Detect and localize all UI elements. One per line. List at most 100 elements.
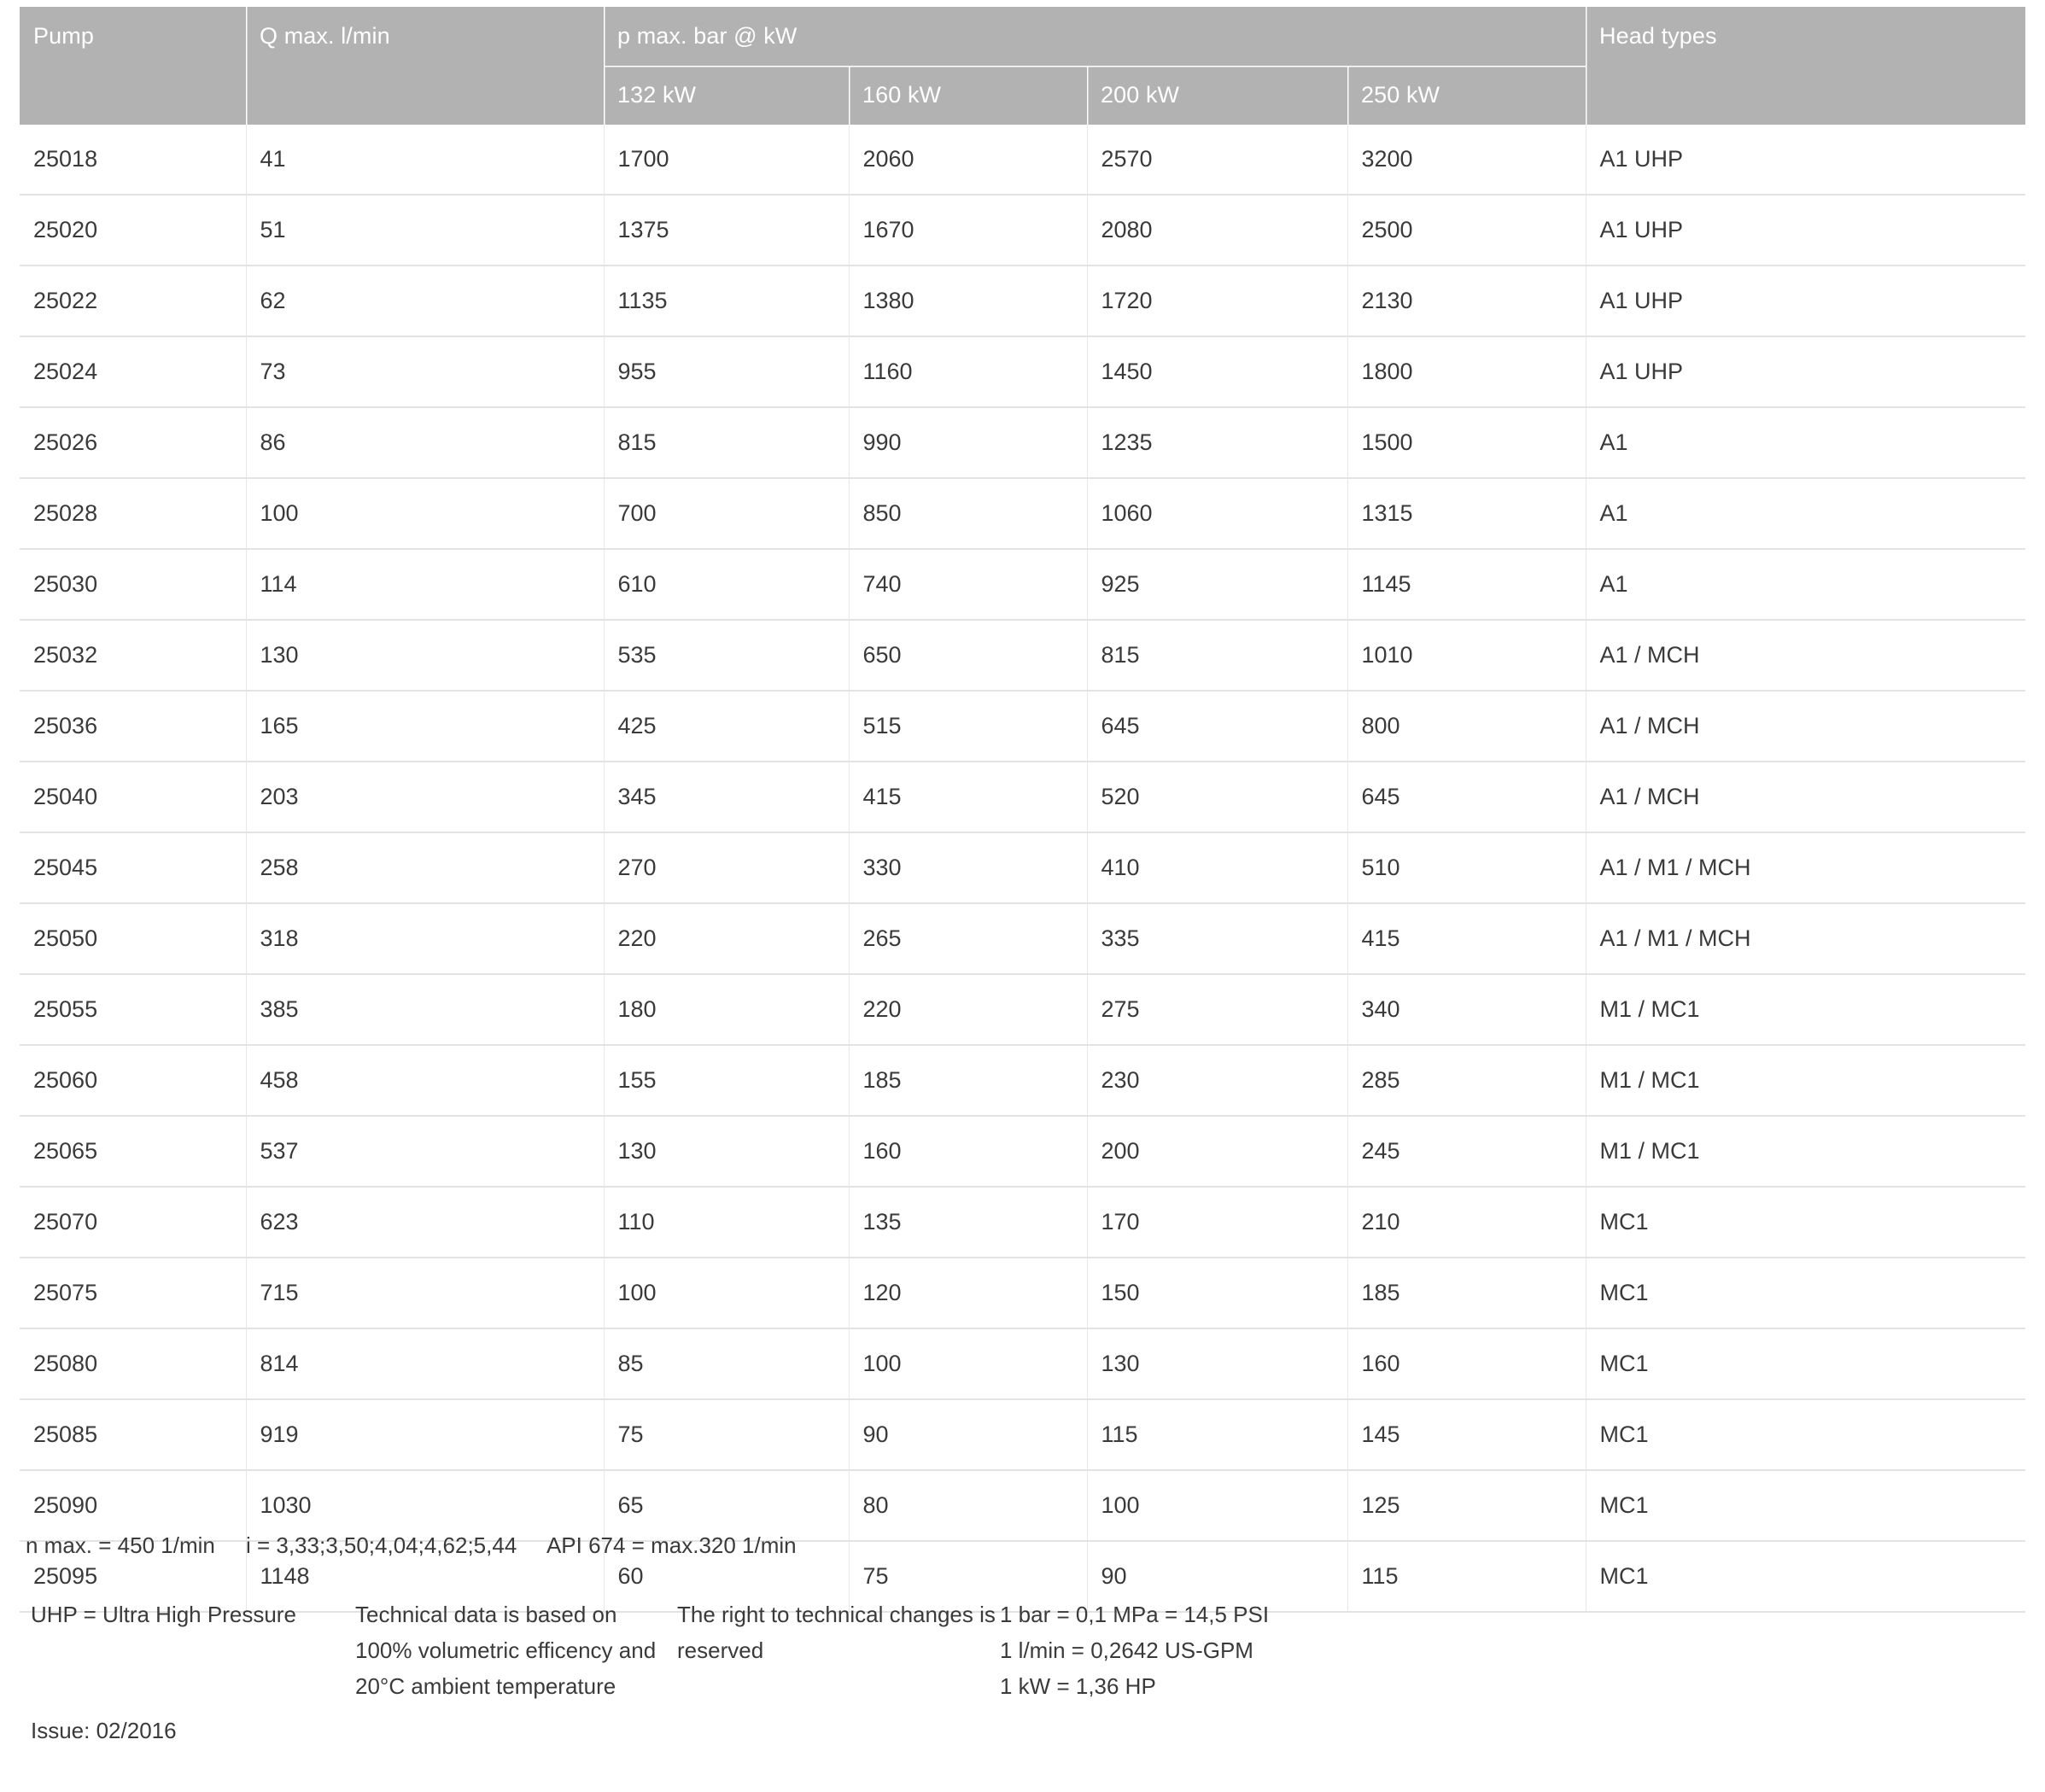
cell-pmax-200kw: 925: [1086, 548, 1347, 620]
issue-date: Issue: 02/2016: [31, 1718, 177, 1743]
cell-pmax-200kw: 275: [1086, 973, 1347, 1045]
cell-head-type: MC1: [1585, 1540, 2026, 1613]
cell-q-max: 919: [245, 1398, 604, 1470]
cell-pmax-160kw: 415: [848, 761, 1087, 832]
cell-pmax-132kw: 155: [603, 1044, 849, 1116]
table-row: 25060 458 155 185 230 285 M1 / MC1: [20, 1044, 2026, 1116]
cell-pmax-160kw: 185: [848, 1044, 1087, 1116]
cell-pmax-250kw: 1315: [1347, 477, 1586, 549]
cell-pmax-200kw: 100: [1086, 1469, 1347, 1541]
cell-pmax-160kw: 220: [848, 973, 1087, 1045]
table-row: 25020 51 1375 1670 2080 2500 A1 UHP: [20, 194, 2026, 266]
table-row: 25026 86 815 990 1235 1500 A1: [20, 406, 2026, 478]
cell-q-max: 814: [245, 1328, 604, 1399]
cell-pmax-132kw: 75: [603, 1398, 849, 1470]
cell-q-max: 100: [245, 477, 604, 549]
cell-pmax-160kw: 80: [848, 1469, 1087, 1541]
cell-pmax-132kw: 610: [603, 548, 849, 620]
cell-pmax-200kw: 335: [1086, 902, 1347, 974]
cell-head-type: A1 / MCH: [1585, 761, 2026, 832]
cell-pmax-200kw: 815: [1086, 619, 1347, 691]
column-header-kw-250: 250 kW: [1347, 66, 1586, 125]
cell-pmax-132kw: 100: [603, 1257, 849, 1328]
cell-pmax-200kw: 150: [1086, 1257, 1347, 1328]
note-operating-specs: n max. = 450 1/min i = 3,33;3,50;4,04;4,…: [26, 1532, 797, 1558]
cell-pmax-200kw: 2570: [1086, 125, 1347, 195]
header-row-top: Pump Q max. l/min p max. bar @ kW Head t…: [20, 7, 2026, 125]
cell-head-type: MC1: [1585, 1186, 2026, 1258]
cell-pmax-160kw: 650: [848, 619, 1087, 691]
cell-head-type: A1 UHP: [1585, 194, 2026, 266]
cell-pmax-250kw: 245: [1347, 1115, 1586, 1187]
cell-pmax-160kw: 2060: [848, 125, 1087, 195]
cell-q-max: 62: [245, 265, 604, 336]
cell-pump: 25075: [20, 1257, 246, 1328]
cell-pmax-200kw: 645: [1086, 690, 1347, 762]
cell-q-max: 537: [245, 1115, 604, 1187]
cell-pmax-132kw: 1700: [603, 125, 849, 195]
cell-pump: 25085: [20, 1398, 246, 1470]
cell-pump: 25045: [20, 832, 246, 903]
cell-q-max: 86: [245, 406, 604, 478]
cell-pmax-160kw: 1670: [848, 194, 1087, 266]
cell-pmax-250kw: 3200: [1347, 125, 1586, 195]
cell-pmax-132kw: 1135: [603, 265, 849, 336]
cell-q-max: 203: [245, 761, 604, 832]
cell-pmax-250kw: 160: [1347, 1328, 1586, 1399]
cell-pump: 25024: [20, 336, 246, 407]
cell-q-max: 1030: [245, 1469, 604, 1541]
cell-pmax-200kw: 230: [1086, 1044, 1347, 1116]
cell-pmax-160kw: 160: [848, 1115, 1087, 1187]
column-header-kw-200: 200 kW: [1087, 66, 1347, 125]
cell-pmax-132kw: 955: [603, 336, 849, 407]
cell-pmax-200kw: 115: [1086, 1398, 1347, 1470]
cell-head-type: MC1: [1585, 1257, 2026, 1328]
cell-head-type: MC1: [1585, 1398, 2026, 1470]
cell-head-type: M1 / MC1: [1585, 1044, 2026, 1116]
cell-pmax-160kw: 100: [848, 1328, 1087, 1399]
column-header-kw-160: 160 kW: [849, 66, 1087, 125]
table-row: 25045 258 270 330 410 510 A1 / M1 / MCH: [20, 832, 2026, 903]
cell-head-type: A1 / M1 / MCH: [1585, 832, 2026, 903]
cell-pmax-132kw: 535: [603, 619, 849, 691]
cell-pmax-250kw: 115: [1347, 1540, 1586, 1613]
cell-q-max: 1148: [245, 1540, 604, 1613]
cell-q-max: 114: [245, 548, 604, 620]
table-header: Pump Q max. l/min p max. bar @ kW Head t…: [20, 7, 2026, 125]
note-unit-conversions: 1 bar = 0,1 MPa = 14,5 PSI 1 l/min = 0,2…: [1000, 1596, 1358, 1704]
cell-pmax-132kw: 270: [603, 832, 849, 903]
cell-pmax-160kw: 265: [848, 902, 1087, 974]
cell-pmax-132kw: 1375: [603, 194, 849, 266]
cell-pmax-132kw: 130: [603, 1115, 849, 1187]
cell-pmax-132kw: 345: [603, 761, 849, 832]
cell-pump: 25022: [20, 265, 246, 336]
cell-head-type: A1 UHP: [1585, 265, 2026, 336]
cell-pmax-200kw: 1060: [1086, 477, 1347, 549]
cell-head-type: A1 UHP: [1585, 125, 2026, 195]
cell-pmax-160kw: 135: [848, 1186, 1087, 1258]
cell-pmax-132kw: 220: [603, 902, 849, 974]
cell-pump: 25050: [20, 902, 246, 974]
table-row: 25070 623 110 135 170 210 MC1: [20, 1186, 2026, 1258]
table-row: 25065 537 130 160 200 245 M1 / MC1: [20, 1115, 2026, 1187]
cell-pmax-200kw: 1720: [1086, 265, 1347, 336]
table-row: 25055 385 180 220 275 340 M1 / MC1: [20, 973, 2026, 1045]
table-row: 25050 318 220 265 335 415 A1 / M1 / MCH: [20, 902, 2026, 974]
cell-q-max: 385: [245, 973, 604, 1045]
cell-q-max: 458: [245, 1044, 604, 1116]
cell-pmax-250kw: 510: [1347, 832, 1586, 903]
column-header-pmax-group: p max. bar @ kW: [604, 7, 1586, 66]
cell-pmax-160kw: 1380: [848, 265, 1087, 336]
cell-pmax-250kw: 210: [1347, 1186, 1586, 1258]
cell-pmax-200kw: 2080: [1086, 194, 1347, 266]
cell-pump: 25040: [20, 761, 246, 832]
cell-pmax-200kw: 130: [1086, 1328, 1347, 1399]
table-row: 25036 165 425 515 645 800 A1 / MCH: [20, 690, 2026, 762]
cell-pump: 25080: [20, 1328, 246, 1399]
cell-pmax-200kw: 520: [1086, 761, 1347, 832]
cell-pmax-132kw: 60: [603, 1540, 849, 1613]
conversion-bar: 1 bar = 0,1 MPa = 14,5 PSI: [1000, 1602, 1270, 1627]
cell-pmax-250kw: 285: [1347, 1044, 1586, 1116]
table-row: 25080 814 85 100 130 160 MC1: [20, 1328, 2026, 1399]
